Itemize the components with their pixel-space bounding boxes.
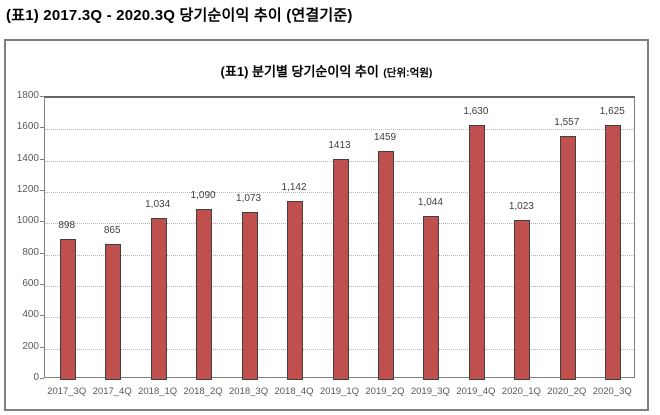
bar-value-label: 865 [103,225,121,237]
bar [423,216,440,380]
bar-value-label: 1459 [373,132,397,144]
bar [287,201,304,380]
x-tick-label: 2017_3Q [47,386,87,397]
gridline [45,129,634,131]
chart-container: (표1) 분기별 당기순이익 추이 (단위:억원) 0 200 400 600 800 1… [4,39,649,411]
y-tick-label: 1200 [16,184,39,195]
page-title: (표1) 2017.3Q - 2020.3Q 당기순이익 추이 (연결기준) [6,7,353,24]
x-tick-label: 2020_2Q [547,386,587,397]
bar [150,218,167,380]
chart-title-text: (표1) 분기별 당기순이익 추이 [220,64,379,79]
x-tick-label: 2020_3Q [592,386,632,397]
x-tick-label: 2019_4Q [456,386,496,397]
x-tick-label: 2019_3Q [410,386,450,397]
bar [559,136,576,380]
plot-area [44,96,635,380]
y-tick-mark [40,127,44,129]
bar-value-label: 1,142 [281,182,307,194]
bar [59,239,76,380]
bar [196,209,213,380]
y-tick-mark [40,284,44,285]
chart-unit-label: (단위:억원) [383,67,433,79]
bar [105,244,122,380]
y-tick-label: 800 [22,246,39,258]
x-tick-label: 2018_1Q [138,386,178,397]
bar [332,158,349,380]
x-tick-label: 2018_3Q [229,386,269,397]
y-tick-mark [40,252,44,254]
bar-value-label: 1,630 [463,105,489,117]
bar-value-label: 1,023 [508,200,534,212]
bar-value-label: 1,044 [417,197,443,209]
bar-value-label: 1,090 [190,190,216,202]
bar-value-label: 1413 [328,139,351,151]
y-tick-mark [40,221,44,223]
y-tick-mark [40,346,44,348]
y-tick-label: 400 [22,309,39,321]
y-tick-mark [40,158,44,160]
y-tick-label: 0 [33,372,39,383]
bar-value-label: 1,557 [554,117,580,129]
y-tick-mark [40,315,44,317]
y-tick-mark [40,190,44,191]
y-tick-mark [40,96,44,97]
bar-value-label: 898 [58,220,76,232]
y-tick-mark [40,378,44,379]
x-tick-label: 2019_1Q [319,386,360,397]
y-tick-label: 1400 [16,152,39,164]
x-tick-label: 2018_4Q [274,386,314,397]
bar-value-label: 1,073 [236,192,262,204]
bar [241,211,258,380]
bar [377,151,394,380]
x-tick-label: 2020_1Q [501,386,541,397]
bar [468,124,485,380]
y-tick-label: 200 [22,340,39,352]
x-tick-label: 2017_4Q [92,386,132,397]
y-tick-label: 1800 [16,90,39,101]
y-tick-label: 600 [22,278,39,289]
x-tick-label: 2018_2Q [183,386,223,397]
bar [514,219,531,380]
y-tick-label: 1000 [16,215,39,227]
chart-title: (표1) 분기별 당기순이익 추이 (단위:억원) [6,61,647,81]
x-tick-label: 2019_2Q [365,386,405,397]
bar-value-label: 1,625 [599,106,625,118]
y-tick-label: 1600 [16,121,39,133]
bar-value-label: 1,034 [145,199,171,210]
bar [605,125,622,380]
